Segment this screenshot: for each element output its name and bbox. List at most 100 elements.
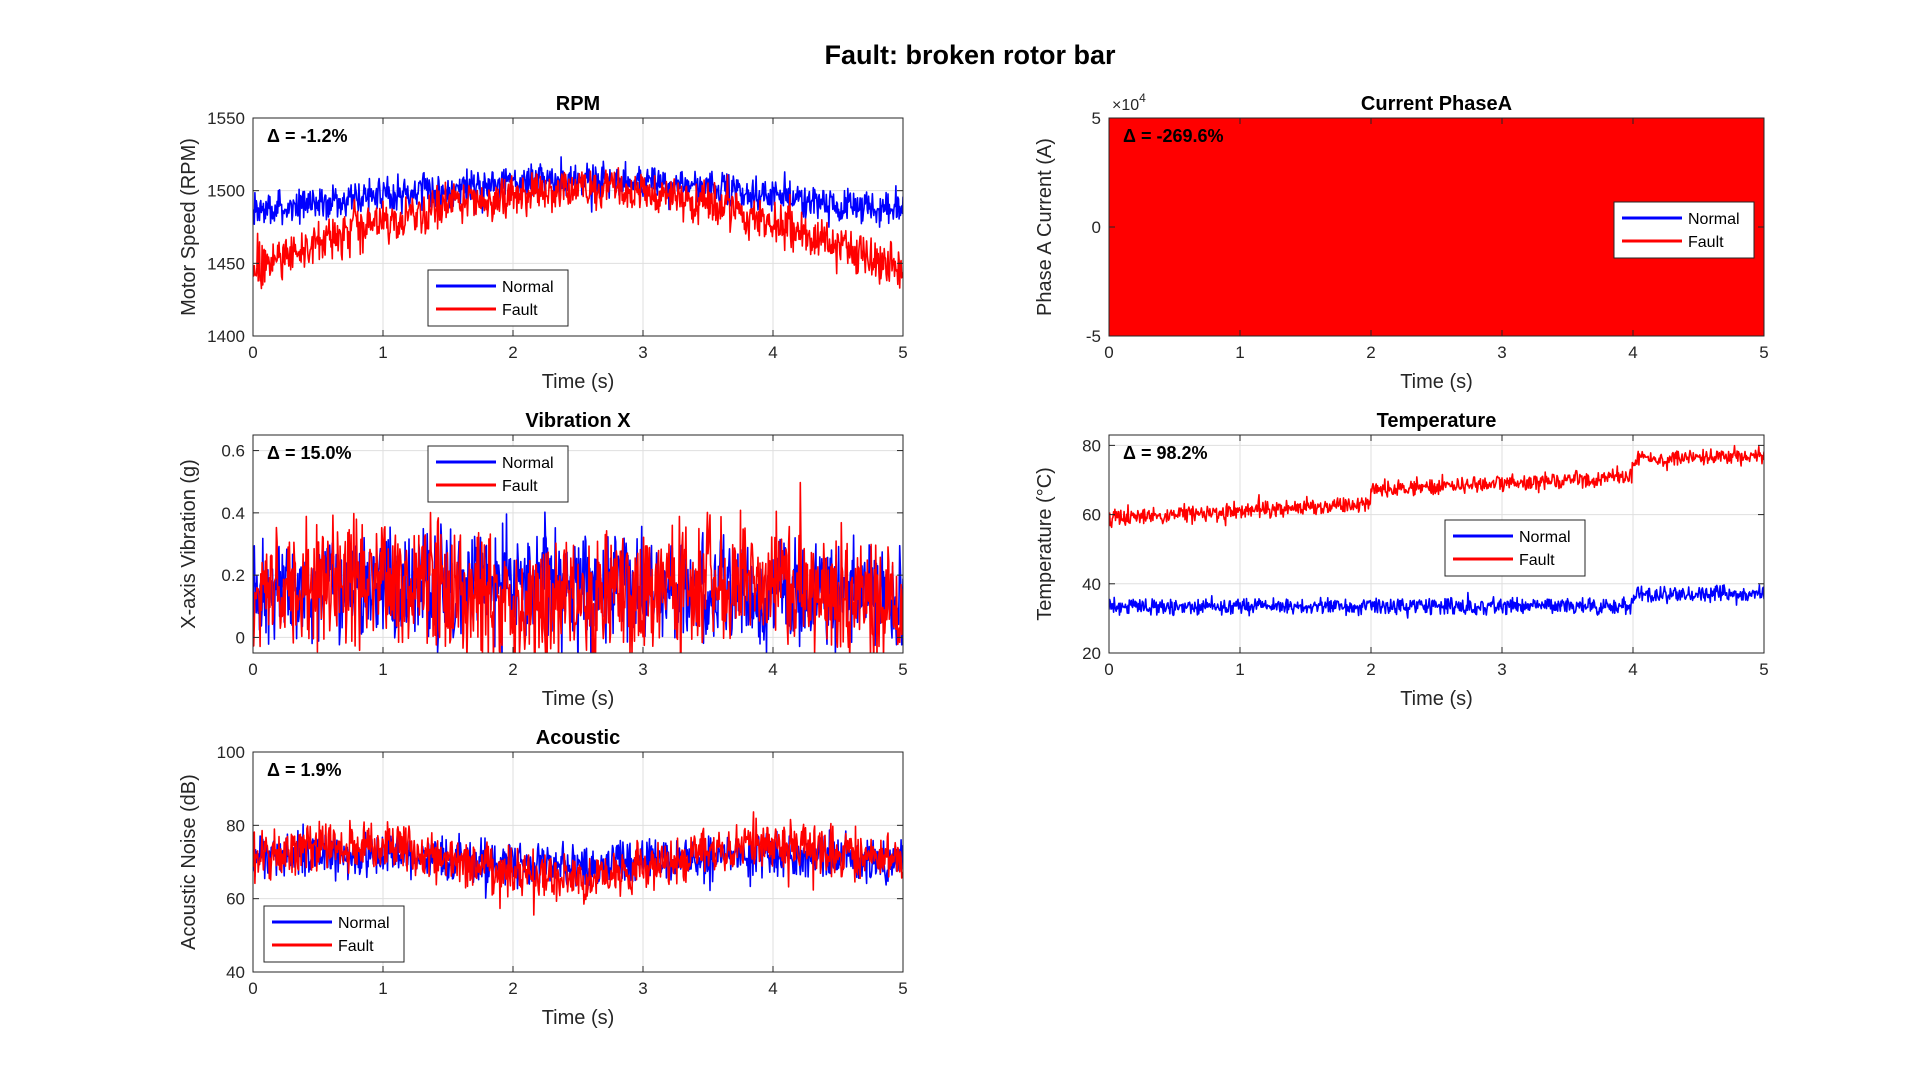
y-tick-label: 0.6	[221, 442, 245, 461]
axes-vibration: 0 1 2 3 4 5 0 0.2 0.4 0.6 Vibration X Time (s) X-axi…	[178, 410, 908, 710]
legend-label-normal: Normal	[502, 455, 554, 472]
axes-acoustic: 0 1 2 3 4 5 40 60 80 100 Acoustic Time (s) Acoustic …	[178, 727, 908, 1029]
legend-label-fault: Fault	[502, 478, 538, 495]
x-tick-label: 0	[248, 979, 257, 998]
axes-temperature: 0 1 2 3 4 5 20 40 60 80 Temperature Time (s) Tempera…	[1034, 410, 1769, 710]
axes-box	[252, 434, 904, 654]
x-tick-label: 1	[378, 979, 387, 998]
legend-label-fault: Fault	[1519, 552, 1555, 569]
x-tick-label: 5	[898, 660, 907, 679]
x-tick-label: 0	[1104, 660, 1113, 679]
axes-title: Acoustic	[536, 727, 620, 749]
x-tick-label: 1	[1235, 660, 1244, 679]
delta-annotation: Δ = 98.2%	[1123, 443, 1208, 463]
legend: Normal Fault	[1613, 201, 1755, 259]
y-tick-label: 40	[226, 963, 245, 982]
legend: Normal Fault	[427, 269, 569, 327]
axes-title: Vibration X	[525, 410, 631, 432]
axes-title: Current PhaseA	[1361, 93, 1512, 115]
y-tick-label: 1550	[207, 109, 245, 128]
series-line-normal	[253, 823, 903, 899]
series-line-normal	[253, 156, 903, 228]
axes-box	[1108, 434, 1765, 654]
y-tick-label: 20	[1082, 644, 1101, 663]
x-tick-label: 1	[378, 343, 387, 362]
x-tick-label: 2	[508, 660, 517, 679]
figure-title: Fault: broken rotor bar	[824, 40, 1116, 70]
x-tick-label: 4	[1628, 343, 1637, 362]
y-axis-label: Motor Speed (RPM)	[178, 138, 200, 316]
x-tick-label: 5	[1759, 660, 1768, 679]
axes-box	[252, 117, 904, 337]
x-tick-label: 3	[638, 979, 647, 998]
y-tick-label: 100	[217, 743, 245, 762]
series-line-fault	[253, 811, 903, 916]
axes-rpm: 0 1 2 3 4 5 1400 1450 1500 1550 RPM Time (s) Motor S…	[178, 93, 908, 393]
legend-label-normal: Normal	[1688, 211, 1740, 228]
legend: Normal Fault	[427, 445, 569, 503]
delta-annotation: Δ = 1.9%	[267, 760, 341, 780]
y-tick-label: 0.2	[221, 566, 245, 585]
x-tick-label: 3	[638, 660, 647, 679]
axes-box	[252, 751, 904, 973]
x-tick-label: 4	[768, 979, 777, 998]
x-tick-label: 4	[768, 343, 777, 362]
legend-label-normal: Normal	[502, 279, 554, 296]
y-tick-label: 0	[1092, 218, 1101, 237]
y-tick-label: 80	[1082, 436, 1101, 455]
series-line-fault	[253, 481, 903, 653]
delta-annotation: Δ = -1.2%	[267, 126, 347, 146]
x-tick-label: 0	[248, 343, 257, 362]
y-axis-label: Phase A Current (A)	[1034, 138, 1056, 316]
series-layer	[253, 481, 903, 653]
y-tick-label: 80	[226, 816, 245, 835]
legend-box	[427, 445, 569, 503]
plot-area	[1109, 435, 1764, 653]
series-layer	[253, 156, 903, 290]
y-tick-label: 1450	[207, 254, 245, 273]
x-axis-label: Time (s)	[1400, 371, 1473, 393]
series-line-normal	[1109, 584, 1764, 619]
x-tick-label: 4	[1628, 660, 1637, 679]
axes-title: RPM	[556, 93, 600, 115]
x-tick-label: 2	[508, 343, 517, 362]
y-axis-label: Acoustic Noise (dB)	[178, 774, 200, 950]
x-axis-label: Time (s)	[1400, 688, 1473, 710]
x-tick-label: 1	[378, 660, 387, 679]
x-tick-label: 5	[898, 979, 907, 998]
x-tick-label: 3	[1497, 343, 1506, 362]
y-tick-label: 40	[1082, 575, 1101, 594]
series-line-fault	[1109, 444, 1764, 529]
legend-label-fault: Fault	[502, 302, 538, 319]
y-tick-label: 0	[236, 628, 245, 647]
x-tick-label: 5	[1759, 343, 1768, 362]
y-tick-label: 60	[226, 890, 245, 909]
series-layer	[1109, 444, 1764, 619]
legend: Normal Fault	[1444, 519, 1586, 577]
legend-label-fault: Fault	[1688, 234, 1724, 251]
delta-annotation: Δ = 15.0%	[267, 443, 352, 463]
delta-annotation: Δ = -269.6%	[1123, 126, 1224, 146]
legend-box	[1444, 519, 1586, 577]
y-tick-label: -5	[1086, 327, 1101, 346]
y-axis-label: Temperature (°C)	[1034, 467, 1056, 621]
x-tick-label: 2	[1366, 343, 1375, 362]
x-tick-label: 2	[508, 979, 517, 998]
y-axis-label: X-axis Vibration (g)	[178, 459, 200, 629]
legend-box	[263, 905, 405, 963]
x-tick-label: 5	[898, 343, 907, 362]
y-tick-label: 1500	[207, 182, 245, 201]
x-tick-label: 3	[1497, 660, 1506, 679]
x-axis-label: Time (s)	[542, 371, 615, 393]
legend-box	[1613, 201, 1755, 259]
series-layer	[253, 811, 903, 916]
x-tick-label: 3	[638, 343, 647, 362]
y-tick-label: 1400	[207, 327, 245, 346]
x-tick-label: 4	[768, 660, 777, 679]
axes-title: Temperature	[1377, 410, 1497, 432]
x-tick-label: 1	[1235, 343, 1244, 362]
legend: Normal Fault	[263, 905, 405, 963]
x-tick-label: 0	[1104, 343, 1113, 362]
legend-label-normal: Normal	[1519, 529, 1571, 546]
